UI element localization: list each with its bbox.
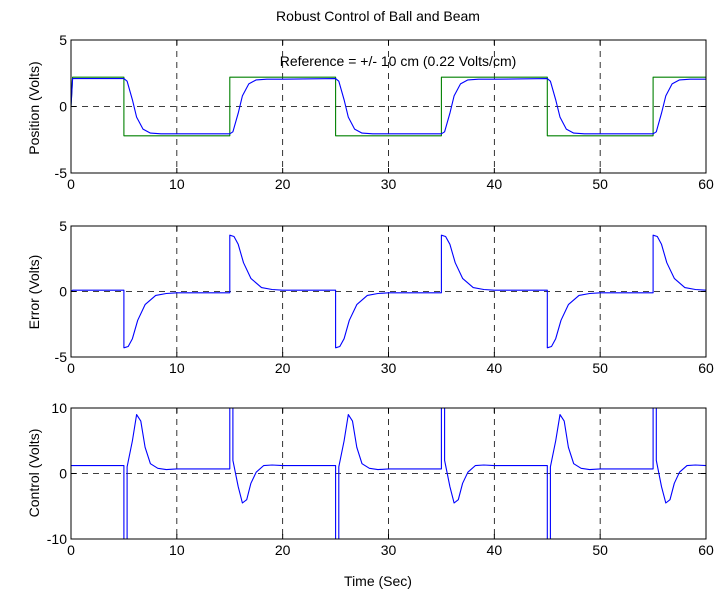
position-x-tick-label: 40 [487,176,503,192]
error-series-response-line [71,234,706,349]
position-y-axis-label: Position (Volts) [26,61,42,154]
error-x-tick-label: 10 [169,360,185,376]
error-x-tick-label: 40 [487,360,503,376]
position-x-tick-label: 20 [275,176,291,192]
control-series-response-line [71,408,706,539]
control-y-tick-label: -10 [47,531,67,547]
position-x-tick-label: 0 [67,176,75,192]
error-x-tick-label: 0 [67,360,75,376]
control-y-tick-label: 0 [59,466,67,482]
control-x-tick-label: 10 [169,542,185,558]
error-x-tick-label: 20 [275,360,291,376]
control-x-tick-label: 30 [381,542,397,558]
error-y-tick-label: -5 [55,349,68,365]
control-x-tick-label: 20 [275,542,291,558]
x-axis-label: Time (Sec) [344,573,412,589]
position-x-tick-label: 30 [381,176,397,192]
error-y-axis-label: Error (Volts) [26,255,42,330]
error-x-tick-label: 30 [381,360,397,376]
error-y-tick-label: 0 [59,284,67,300]
error-x-tick-label: 60 [698,360,714,376]
position-series-reference-line [71,76,706,137]
control-x-tick-label: 40 [487,542,503,558]
control-x-tick-label: 60 [698,542,714,558]
error-x-tick-label: 50 [592,360,608,376]
position-x-tick-label: 50 [592,176,608,192]
position-x-tick-label: 60 [698,176,714,192]
figure-title: Robust Control of Ball and Beam [276,8,480,24]
position-y-tick-label: 5 [59,32,67,48]
control-x-tick-label: 50 [592,542,608,558]
error-y-tick-label: 5 [59,218,67,234]
position-y-tick-label: 0 [59,99,67,115]
control-y-tick-label: 10 [51,400,67,416]
control-y-axis-label: Control (Volts) [26,429,42,518]
reference-annotation: Reference = +/- 10 cm (0.22 Volts/cm) [280,53,517,69]
position-series-response-line [71,78,706,135]
control-x-tick-label: 0 [67,542,75,558]
position-subplot: Position (Volts) 0 10 20 30 40 50 60-505Refere… [26,32,714,192]
position-y-tick-label: -5 [55,165,68,181]
position-x-tick-label: 10 [169,176,185,192]
error-subplot: Error (Volts) 0 10 20 30 40 50 60-505 [26,218,714,376]
